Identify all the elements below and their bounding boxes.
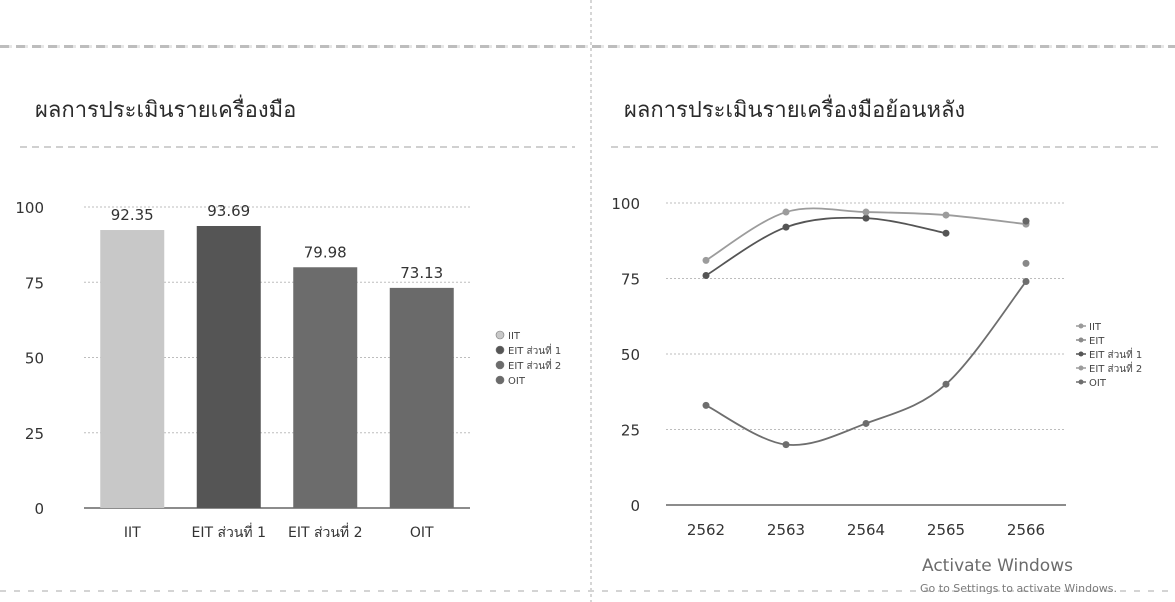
series-point	[862, 419, 870, 427]
series-point	[782, 208, 790, 216]
x-tick-label: 2564	[847, 521, 885, 539]
x-tick-label: 2562	[687, 521, 725, 539]
data-label: 93.69	[207, 202, 250, 220]
left-panel-title: ผลการประเมินรายเครื่องมือ	[35, 98, 297, 123]
activate-windows-title: Activate Windows	[922, 556, 1073, 576]
legend-label: EIT ส่วนที่ 2	[1089, 361, 1142, 375]
left-panel: ผลการประเมินรายเครื่องมือ 0 25 50 75 100 92.3…	[15, 98, 575, 541]
legend-label: EIT ส่วนที่ 1	[1089, 347, 1142, 361]
series-point	[782, 441, 790, 449]
right-panel: ผลการประเมินรายเครื่องมือย้อนหลัง 0 25 50 7…	[596, 0, 1175, 602]
bar	[100, 230, 165, 509]
y-tick-label: 75	[621, 271, 640, 289]
bottom-divider	[0, 590, 1175, 592]
extra-point	[1022, 259, 1030, 267]
legend-marker	[495, 360, 505, 370]
y-tick-label: 100	[611, 195, 640, 213]
series-point	[702, 271, 710, 279]
legend-marker	[495, 375, 505, 385]
left-title-rule	[20, 146, 575, 148]
series-point	[702, 256, 710, 264]
legend-marker	[1078, 337, 1084, 343]
series-point	[942, 229, 950, 237]
legend-marker	[1078, 351, 1084, 357]
x-tick-label: 2566	[1007, 521, 1045, 539]
x-tick-label: EIT ส่วนที่ 1	[191, 523, 266, 541]
data-label: 92.35	[111, 206, 154, 224]
series-line	[705, 216, 947, 277]
series-point	[1022, 278, 1030, 286]
data-label: 73.13	[400, 264, 443, 282]
x-tick-label: 2563	[767, 521, 805, 539]
y-tick-label: 25	[621, 422, 640, 440]
legend-marker	[1078, 379, 1084, 385]
legend-label: EIT	[1089, 336, 1105, 347]
y-tick-label: 75	[25, 274, 44, 292]
series-point	[702, 401, 710, 409]
legend-label: IIT	[508, 331, 521, 342]
y-tick-label: 0	[630, 497, 640, 515]
legend-marker	[495, 330, 505, 340]
x-tick-label: 2565	[927, 521, 965, 539]
legend-marker	[1078, 323, 1084, 329]
bar-chart: 0 25 50 75 100 92.35 IIT 93.69 EIT ส่วนที่ 1 79.9…	[15, 199, 561, 541]
x-tick-label: EIT ส่วนที่ 2	[288, 523, 363, 541]
series-point	[782, 223, 790, 231]
bar	[293, 267, 358, 508]
extra-point	[1022, 217, 1030, 225]
y-tick-label: 0	[34, 500, 44, 518]
bar	[389, 287, 454, 508]
y-tick-label: 50	[25, 350, 44, 368]
series-point	[942, 211, 950, 219]
right-panel-title: ผลการประเมินรายเครื่องมือย้อนหลัง	[624, 98, 966, 123]
y-tick-label: 50	[621, 346, 640, 364]
x-tick-label: IIT	[124, 525, 141, 541]
top-divider	[0, 45, 1175, 48]
series-point	[942, 380, 950, 388]
series-point	[862, 208, 870, 216]
data-label: 79.98	[304, 243, 347, 261]
legend-label: EIT ส่วนที่ 1	[508, 343, 561, 357]
panel-divider	[590, 0, 592, 602]
bar	[196, 225, 261, 508]
legend-label: IIT	[1089, 322, 1102, 333]
y-tick-label: 100	[15, 199, 44, 217]
legend-label: OIT	[1089, 378, 1107, 389]
legend-marker	[495, 345, 505, 355]
legend-marker	[1078, 365, 1084, 371]
right-title-rule	[611, 146, 1161, 148]
activate-windows-subtitle: Go to Settings to activate Windows.	[920, 582, 1118, 595]
legend-label: EIT ส่วนที่ 2	[508, 358, 561, 372]
y-tick-label: 25	[25, 425, 44, 443]
x-tick-label: OIT	[410, 525, 434, 541]
legend-label: OIT	[508, 376, 526, 387]
series-point	[862, 214, 870, 222]
